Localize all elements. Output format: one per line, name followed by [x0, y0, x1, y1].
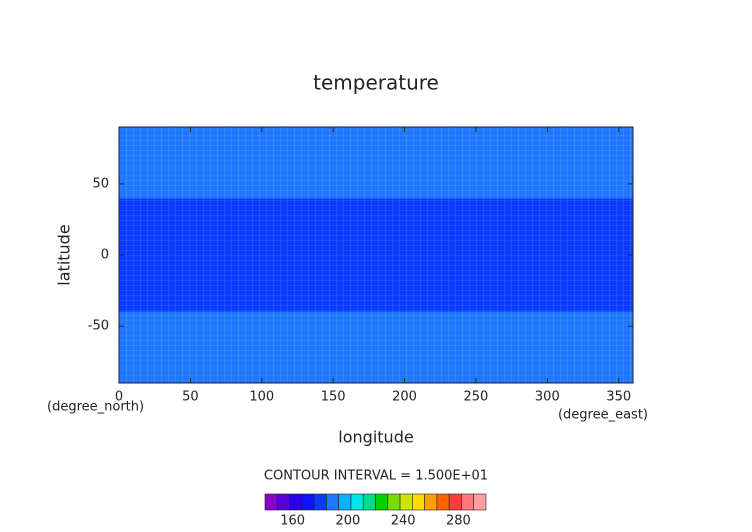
y-unit: (degree_north) — [47, 400, 144, 415]
colorbar-box — [448, 493, 462, 511]
x-tick-label: 250 — [464, 390, 489, 405]
grid-overlay — [119, 127, 633, 383]
colorbar-tick-label: 240 — [391, 514, 416, 529]
colorbar-box — [412, 493, 425, 511]
y-tick-label: 0 — [101, 248, 109, 263]
x-tick-label: 50 — [182, 390, 199, 405]
colorbar-tick-label: 280 — [446, 514, 471, 529]
colorbar-box — [473, 493, 487, 511]
x-tick-label: 300 — [535, 390, 560, 405]
colorbar-tick-label: 160 — [280, 514, 305, 529]
x-unit: (degree_east) — [558, 408, 648, 423]
colorbar-box — [375, 493, 389, 511]
colorbar-box — [326, 493, 339, 511]
colorbar-box — [387, 493, 401, 511]
x-tick-label: 150 — [321, 390, 346, 405]
chart-title: temperature — [313, 71, 439, 95]
x-tick-label: 350 — [606, 390, 631, 405]
colorbar-box — [338, 493, 352, 511]
x-axis-label: longitude — [338, 428, 413, 447]
colorbar-box — [313, 493, 327, 511]
colorbar-box — [276, 493, 290, 511]
colorbar-box — [264, 493, 278, 511]
x-tick-label: 0 — [115, 390, 123, 405]
colorbar-box — [350, 493, 364, 511]
x-tick-label: 100 — [249, 390, 274, 405]
colorbar-tick-label: 200 — [335, 514, 360, 529]
colorbar-box — [399, 493, 413, 511]
colorbar-box — [301, 493, 315, 511]
colorbar-box — [424, 493, 438, 511]
colorbar-box — [289, 493, 303, 511]
x-tick-label: 200 — [392, 390, 417, 405]
y-axis-label: latitude — [55, 224, 74, 285]
y-tick-label: -50 — [88, 319, 109, 334]
colorbar-box — [461, 493, 475, 511]
colorbar-box — [362, 493, 376, 511]
contour-note: CONTOUR INTERVAL = 1.500E+01 — [264, 469, 488, 484]
y-tick-label: 50 — [92, 176, 109, 191]
colorbar-box — [436, 493, 450, 511]
